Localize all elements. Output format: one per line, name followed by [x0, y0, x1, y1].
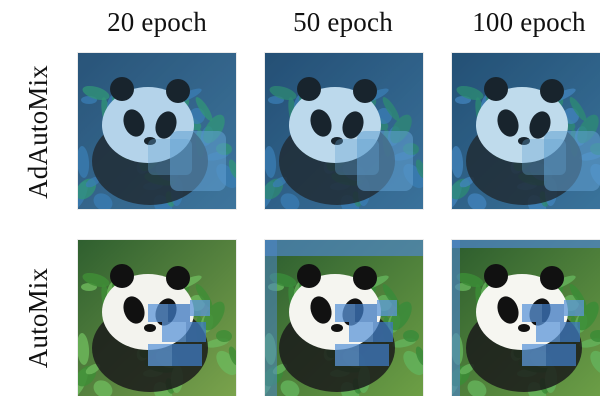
panda-image-adautomix-20-epoch	[78, 53, 236, 209]
panda-image-automix-100-epoch	[452, 240, 600, 396]
column-label-100-epoch: 100 epoch	[472, 7, 586, 37]
panda-image-adautomix-50-epoch	[265, 53, 423, 209]
row-label-automix: AutoMix	[23, 267, 53, 369]
row-label-adautomix: AdAutoMix	[23, 65, 53, 199]
column-label-20-epoch: 20 epoch	[107, 7, 207, 37]
column-label-50-epoch: 50 epoch	[293, 7, 393, 37]
panda-image-automix-20-epoch	[78, 240, 236, 396]
panda-image-automix-50-epoch	[265, 240, 423, 396]
panda-image-adautomix-100-epoch	[452, 53, 600, 209]
